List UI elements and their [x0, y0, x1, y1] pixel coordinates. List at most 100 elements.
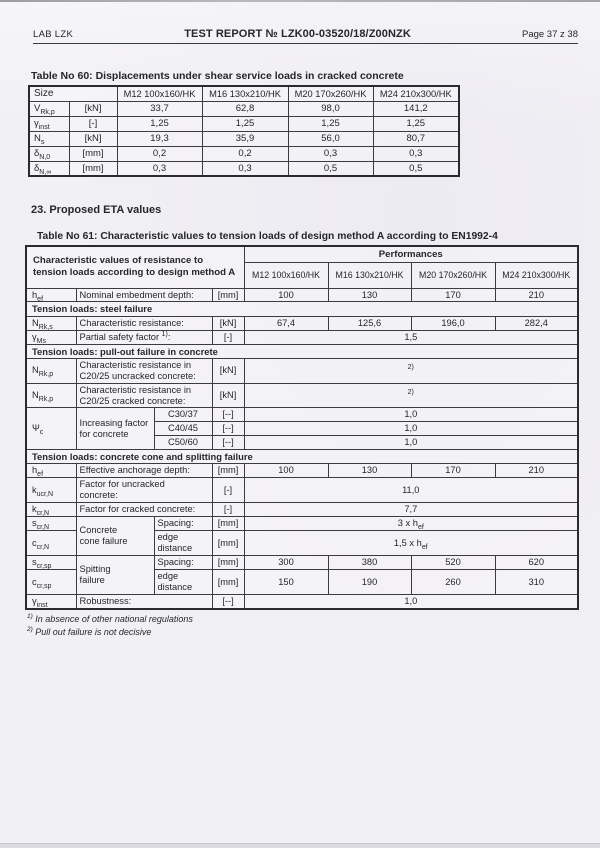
t60-value: 0,3	[372, 145, 460, 162]
t61-value: 1,0	[243, 407, 579, 423]
t60-row-symbol: δN,∞	[28, 160, 70, 177]
t61-row-unit: [kN]	[211, 315, 245, 331]
t61-row-unit: [--]	[211, 594, 245, 610]
footnote: 1) In absence of other national regulati…	[27, 613, 578, 626]
table-row: scr,N Concrete cone failure Spacing: [mm]…	[25, 516, 579, 557]
t61-section-steel: Tension loads: steel failure	[25, 301, 579, 317]
t60-value: 1,25	[201, 115, 289, 132]
t60-value: 1,25	[287, 115, 374, 132]
t61-value: 300	[243, 555, 329, 571]
table-60: Size M12 100x160/HK M16 130x210/HK M20 1…	[28, 85, 461, 177]
table-61-title: Table No 61: Characteristic values to te…	[37, 231, 498, 242]
t61-col-header: M12 100x160/HK	[243, 261, 329, 289]
t61-col-header: M24 210x300/HK	[494, 261, 579, 289]
t61-concrete-grade: C40/45	[153, 421, 213, 437]
t61-row-unit: [kN]	[211, 357, 245, 384]
t61-sub-label: Spacing:	[153, 516, 213, 532]
t61-value: 170	[410, 287, 496, 303]
t61-row-symbol: hef	[25, 287, 77, 303]
t61-value: 210	[494, 287, 579, 303]
t61-row-symbol: γinst	[25, 594, 77, 610]
table-row: Tension loads: steel failure	[25, 301, 579, 317]
footnotes: 1) In absence of other national regulati…	[27, 613, 578, 638]
t61-value: 130	[327, 463, 412, 479]
scan-bottom-edge	[0, 843, 600, 848]
t61-row-desc: Nominal embedment depth:	[75, 287, 213, 303]
t61-row-unit: [-]	[211, 502, 245, 518]
t61-value: 1,0	[243, 594, 579, 610]
t60-col-header: M20 170x260/HK	[287, 85, 374, 102]
t61-row-unit: [-]	[211, 477, 245, 504]
t60-value: 19,3	[116, 130, 203, 147]
t61-row-desc: Spitting failure	[75, 555, 155, 596]
table-row: NRk,p Characteristic resistance in C20/25…	[25, 382, 579, 409]
t60-row-unit: [mm]	[68, 145, 118, 162]
t61-row-desc: Partial safety factor 1):	[75, 329, 213, 345]
t61-value: 2)	[243, 357, 579, 384]
t61-value: 100	[243, 463, 329, 479]
t61-row-unit: [mm]	[211, 530, 245, 557]
t61-row-desc: Factor for uncracked concrete:	[75, 477, 213, 504]
t60-value: 0,3	[116, 160, 203, 177]
t61-row-unit: [-]	[211, 329, 245, 345]
page-header: LAB LZK TEST REPORT № LZK00-03520/18/Z00…	[33, 28, 578, 44]
footnote-marker: 2)	[27, 625, 33, 633]
t60-row-unit: [mm]	[68, 160, 118, 177]
t61-row-unit: [--]	[211, 407, 245, 423]
footnote-marker: 1)	[27, 613, 33, 621]
section-heading: 23. Proposed ETA values	[31, 204, 162, 216]
t61-sub-label: edge distance	[153, 530, 213, 557]
t61-col-header: M16 130x210/HK	[327, 261, 412, 289]
table-row: M12 100x160/HK M16 130x210/HK M20 170x26…	[26, 261, 579, 289]
t61-value: 7,7	[243, 502, 579, 518]
table-row: Size M12 100x160/HK M16 130x210/HK M20 1…	[28, 85, 460, 102]
t60-value: 35,9	[201, 130, 289, 147]
t61-value: 100	[243, 287, 329, 303]
t61-row-unit: [--]	[211, 421, 245, 437]
t60-row-symbol: VRk,p	[28, 100, 70, 117]
t61-row-symbol: γMs	[25, 329, 77, 345]
t61-row-desc: Concrete cone failure	[75, 516, 155, 557]
t60-value: 0,5	[372, 160, 460, 177]
t61-row-unit: [mm]	[211, 516, 245, 532]
table-row: NRk,p Characteristic resistance in C20/25…	[25, 357, 579, 384]
t61-sub-label: Spacing:	[153, 555, 213, 571]
t60-size-header: Size	[28, 85, 118, 102]
t61-value: 1,5	[243, 329, 579, 345]
t60-value: 1,25	[372, 115, 460, 132]
t61-row-desc: Characteristic resistance in C20/25 crack…	[75, 382, 213, 409]
t60-row-symbol: γinst	[28, 115, 70, 132]
t60-col-header: M12 100x160/HK	[116, 85, 203, 102]
t61-row-desc: Robustness:	[75, 594, 213, 610]
t61-value: 1,0	[243, 435, 579, 451]
t61-value: 67,4	[243, 315, 329, 331]
t61-value: 196,0	[410, 315, 496, 331]
table-row: Tension loads: pull-out failure in concr…	[25, 343, 579, 359]
t61-row-desc: Characteristic resistance in C20/25 uncra…	[75, 357, 213, 384]
t61-value: 1,0	[243, 421, 579, 437]
t60-value: 0,3	[287, 145, 374, 162]
t61-value: 1,5 x hef	[243, 530, 579, 557]
t61-left-header: Characteristic values of resistance to t…	[25, 245, 245, 289]
t61-value: 2)	[243, 382, 579, 409]
t60-value: 0,5	[287, 160, 374, 177]
t60-value: 141,2	[372, 100, 460, 117]
t61-value: 150	[243, 569, 329, 596]
t61-value: 11,0	[243, 477, 579, 504]
footnote-text: Pull out failure is not decisive	[35, 626, 152, 637]
t61-row-symbol: NRk,p	[25, 357, 77, 384]
table-row: Characteristic values of resistance to t…	[25, 245, 579, 289]
t60-value: 62,8	[201, 100, 289, 117]
t61-sub-label: edge distance	[153, 569, 213, 596]
t61-row-symbol: ccr,N	[25, 530, 77, 557]
table-row: Tension loads: concrete cone and splitti…	[25, 449, 579, 465]
t61-row-desc: Effective anchorage depth:	[75, 463, 213, 479]
report-title: TEST REPORT № LZK00-03520/18/Z00NZK	[184, 28, 411, 40]
t61-row-unit: [mm]	[211, 569, 245, 596]
t61-col-header: M20 170x260/HK	[410, 261, 496, 289]
t61-value: 520	[410, 555, 496, 571]
footnote: 2) Pull out failure is not decisive	[27, 626, 578, 639]
table-row: γinst Robustness: [--] 1,0	[25, 594, 579, 610]
t61-concrete-grade: C50/60	[153, 435, 213, 451]
t61-value: 170	[410, 463, 496, 479]
